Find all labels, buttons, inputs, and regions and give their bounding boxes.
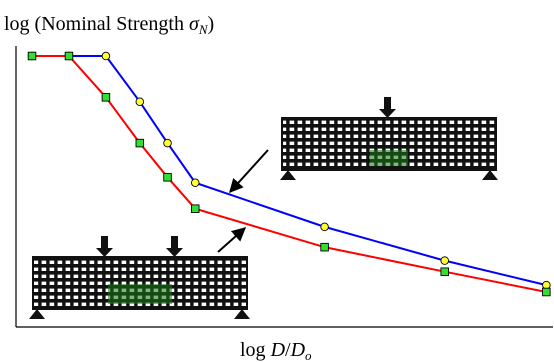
series-1-point-6 <box>190 178 200 187</box>
load-arrow-head-left <box>96 248 113 257</box>
series-1-point-7 <box>320 222 329 232</box>
support-left <box>280 170 296 180</box>
load-arrow-shaft-left <box>101 236 108 249</box>
support-left <box>29 309 45 319</box>
pointer-arrow-to-red-curve <box>217 227 247 253</box>
series-1-point-5 <box>163 138 172 148</box>
series-2-point-4 <box>135 138 145 148</box>
series-2-point-6 <box>190 204 200 213</box>
support-right <box>482 170 498 180</box>
series-2-point-3 <box>101 93 111 102</box>
beam-two-point-load <box>29 236 250 319</box>
y-axis-title: log (Nominal Strength σN) <box>4 13 214 37</box>
series-1-point-3 <box>101 51 111 61</box>
series-2 <box>27 51 551 297</box>
series-2-point-7 <box>320 242 329 252</box>
load-arrow-head-right <box>166 248 183 257</box>
load-arrow-head <box>379 109 396 118</box>
series-2-point-5 <box>163 173 172 182</box>
series-2-point-2 <box>64 51 74 61</box>
beam-damage-zone <box>370 150 408 166</box>
x-axis-title: log D/Do <box>240 339 312 362</box>
load-arrow-shaft <box>384 97 391 110</box>
series-2-point-1 <box>27 51 37 61</box>
beam-damage-zone <box>108 284 172 304</box>
beam-single-point-load <box>280 97 498 180</box>
series-layer <box>27 51 551 297</box>
support-right <box>234 309 250 319</box>
pointer-arrow-to-blue-curve <box>229 149 269 194</box>
plot-axes <box>15 46 553 328</box>
series-1-point-8 <box>440 256 449 265</box>
load-arrow-shaft-right <box>171 236 178 249</box>
series-2-point-9 <box>542 287 551 297</box>
series-1-point-4 <box>135 97 145 107</box>
series-2-point-8 <box>440 267 449 276</box>
